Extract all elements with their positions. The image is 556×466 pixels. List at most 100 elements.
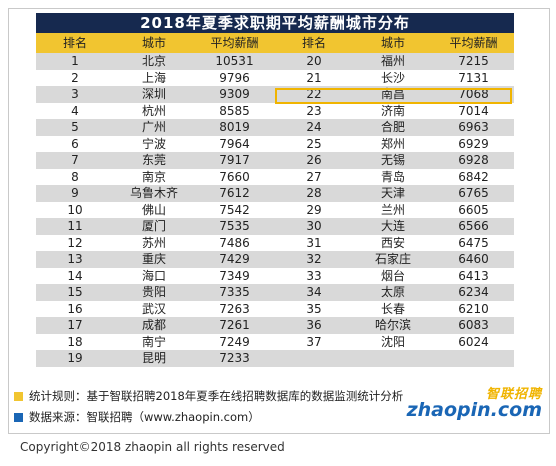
table-title: 2018年夏季求职期平均薪酬城市分布 xyxy=(36,13,514,33)
cell-salary: 6928 xyxy=(433,152,514,169)
cell-city: 长春 xyxy=(353,300,433,317)
cell-city: 烟台 xyxy=(353,267,433,284)
table-row: 11 厦门 7535 30 大连 6566 xyxy=(36,218,514,235)
cell-city: 深圳 xyxy=(114,86,194,103)
cell-rank: 27 xyxy=(275,168,353,185)
cell-salary: 7014 xyxy=(433,102,514,119)
table-row: 18 南宁 7249 37 沈阳 6024 xyxy=(36,333,514,350)
cell-rank: 9 xyxy=(36,185,114,202)
cell-city: 长沙 xyxy=(353,69,433,86)
cell-rank: 19 xyxy=(36,350,114,367)
cell-salary: 6765 xyxy=(433,185,514,202)
table-header-row: 排名 城市 平均薪酬 排名 城市 平均薪酬 xyxy=(36,33,514,53)
table-row: 4 杭州 8585 23 济南 7014 xyxy=(36,102,514,119)
cell-rank: 29 xyxy=(275,201,353,218)
cell-salary: 7349 xyxy=(194,267,275,284)
note-method-text: 统计规则：基于智联招聘2018年夏季在线招聘数据库的数据监测统计分析 xyxy=(29,389,404,403)
cell-city: 青岛 xyxy=(353,168,433,185)
cell-rank: 14 xyxy=(36,267,114,284)
note-source-text: 数据来源：智联招聘（www.zhaopin.com） xyxy=(29,410,260,424)
header-salary: 平均薪酬 xyxy=(194,33,275,53)
cell-rank: 13 xyxy=(36,251,114,268)
cell-city: 宁波 xyxy=(114,135,194,152)
table-row: 12 苏州 7486 31 西安 6475 xyxy=(36,234,514,251)
cell-rank: 28 xyxy=(275,185,353,202)
cell-city: 广州 xyxy=(114,119,194,136)
cell-salary: 7131 xyxy=(433,69,514,86)
cell-salary: 6083 xyxy=(433,317,514,334)
cell-rank: 5 xyxy=(36,119,114,136)
cell-salary: 6210 xyxy=(433,300,514,317)
cell-salary: 7542 xyxy=(194,201,275,218)
table-row: 17 成都 7261 36 哈尔滨 6083 xyxy=(36,317,514,334)
cell-city: 太原 xyxy=(353,284,433,301)
cell-rank: 18 xyxy=(36,333,114,350)
header-city: 城市 xyxy=(353,33,433,53)
cell-city: 贵阳 xyxy=(114,284,194,301)
cell-salary xyxy=(433,350,514,367)
cell-city: 杭州 xyxy=(114,102,194,119)
table-row: 3 深圳 9309 22 南昌 7068 xyxy=(36,86,514,103)
cell-rank: 25 xyxy=(275,135,353,152)
header-salary: 平均薪酬 xyxy=(433,33,514,53)
cell-city: 成都 xyxy=(114,317,194,334)
cell-city: 东莞 xyxy=(114,152,194,169)
cell-salary: 7486 xyxy=(194,234,275,251)
cell-salary: 8019 xyxy=(194,119,275,136)
cell-salary: 7535 xyxy=(194,218,275,235)
cell-city: 石家庄 xyxy=(353,251,433,268)
cell-city: 无锡 xyxy=(353,152,433,169)
yellow-bullet-icon xyxy=(14,392,23,401)
cell-rank: 37 xyxy=(275,333,353,350)
cell-city: 厦门 xyxy=(114,218,194,235)
table-row: 1 北京 10531 20 福州 7215 xyxy=(36,53,514,70)
cell-city: 重庆 xyxy=(114,251,194,268)
cell-salary: 7335 xyxy=(194,284,275,301)
cell-city: 沈阳 xyxy=(353,333,433,350)
cell-rank: 34 xyxy=(275,284,353,301)
cell-rank: 8 xyxy=(36,168,114,185)
cell-salary: 6963 xyxy=(433,119,514,136)
header-city: 城市 xyxy=(114,33,194,53)
cell-rank: 10 xyxy=(36,201,114,218)
cell-rank: 7 xyxy=(36,152,114,169)
cell-rank: 20 xyxy=(275,53,353,70)
cell-city: 海口 xyxy=(114,267,194,284)
table-row: 5 广州 8019 24 合肥 6963 xyxy=(36,119,514,136)
cell-city: 北京 xyxy=(114,53,194,70)
cell-salary: 7215 xyxy=(433,53,514,70)
cell-city: 西安 xyxy=(353,234,433,251)
cell-salary: 6234 xyxy=(433,284,514,301)
cell-salary: 7249 xyxy=(194,333,275,350)
cell-salary: 10531 xyxy=(194,53,275,70)
cell-rank: 15 xyxy=(36,284,114,301)
cell-rank: 31 xyxy=(275,234,353,251)
cell-rank: 32 xyxy=(275,251,353,268)
cell-city: 哈尔滨 xyxy=(353,317,433,334)
cell-salary: 6413 xyxy=(433,267,514,284)
cell-city: 上海 xyxy=(114,69,194,86)
table-row: 14 海口 7349 33 烟台 6413 xyxy=(36,267,514,284)
cell-city: 南京 xyxy=(114,168,194,185)
salary-table: 排名 城市 平均薪酬 排名 城市 平均薪酬 1 北京 10531 20 福州 7215 2 上… xyxy=(36,33,514,367)
cell-city: 苏州 xyxy=(114,234,194,251)
cell-city: 南宁 xyxy=(114,333,194,350)
table-row: 10 佛山 7542 29 兰州 6605 xyxy=(36,201,514,218)
cell-salary: 6842 xyxy=(433,168,514,185)
table-row: 15 贵阳 7335 34 太原 6234 xyxy=(36,284,514,301)
cell-rank: 35 xyxy=(275,300,353,317)
cell-city: 乌鲁木齐 xyxy=(114,185,194,202)
note-source: 数据来源：智联招聘（www.zhaopin.com） xyxy=(14,409,260,425)
cell-rank: 1 xyxy=(36,53,114,70)
cell-salary: 7917 xyxy=(194,152,275,169)
cell-salary: 7233 xyxy=(194,350,275,367)
cell-rank: 2 xyxy=(36,69,114,86)
cell-rank: 16 xyxy=(36,300,114,317)
cell-city: 南昌 xyxy=(353,86,433,103)
table-row: 8 南京 7660 27 青岛 6842 xyxy=(36,168,514,185)
cell-city: 佛山 xyxy=(114,201,194,218)
cell-city xyxy=(353,350,433,367)
table-row: 2 上海 9796 21 长沙 7131 xyxy=(36,69,514,86)
table-row: 19 昆明 7233 xyxy=(36,350,514,367)
cell-rank: 30 xyxy=(275,218,353,235)
